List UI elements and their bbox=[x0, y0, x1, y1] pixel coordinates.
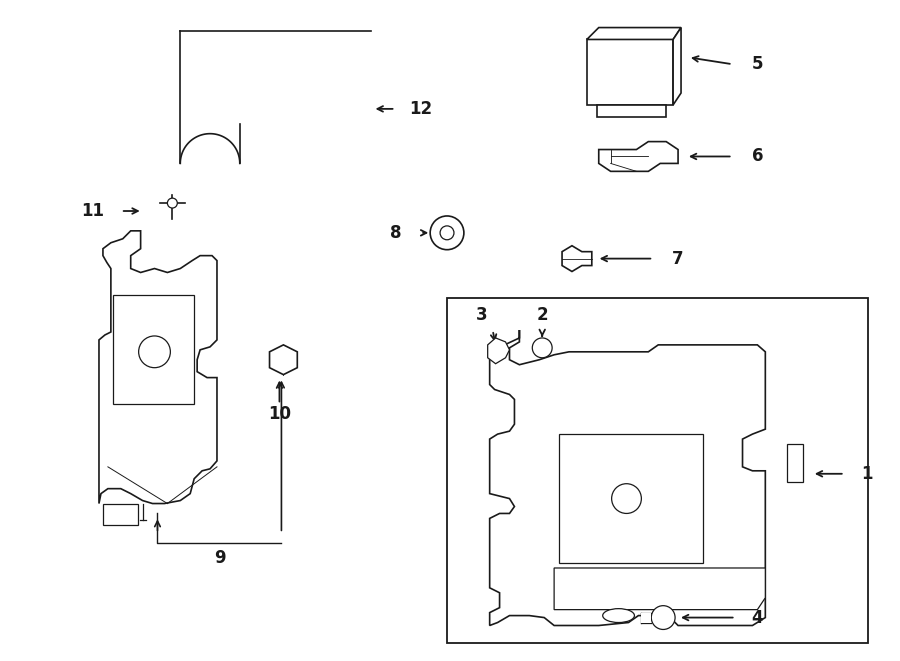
Text: 2: 2 bbox=[536, 306, 548, 324]
Text: 8: 8 bbox=[390, 224, 401, 242]
Circle shape bbox=[167, 198, 177, 208]
Text: 7: 7 bbox=[672, 250, 684, 268]
Polygon shape bbox=[99, 231, 217, 504]
Circle shape bbox=[440, 226, 454, 240]
Text: 9: 9 bbox=[214, 549, 226, 567]
Circle shape bbox=[612, 484, 642, 514]
Text: 4: 4 bbox=[752, 609, 763, 627]
Bar bbox=[112, 295, 194, 405]
Text: 5: 5 bbox=[752, 56, 763, 73]
Bar bbox=[597, 105, 666, 117]
Bar bbox=[559, 434, 703, 563]
Circle shape bbox=[532, 338, 552, 358]
Ellipse shape bbox=[603, 609, 634, 623]
Text: 1: 1 bbox=[860, 465, 872, 483]
Circle shape bbox=[430, 216, 464, 250]
Polygon shape bbox=[598, 141, 678, 171]
Text: 3: 3 bbox=[476, 306, 488, 324]
Polygon shape bbox=[562, 246, 592, 272]
Polygon shape bbox=[488, 338, 509, 364]
Polygon shape bbox=[554, 568, 765, 609]
Polygon shape bbox=[490, 330, 765, 625]
Polygon shape bbox=[673, 28, 681, 105]
Text: 11: 11 bbox=[82, 202, 104, 220]
Polygon shape bbox=[269, 345, 297, 375]
Bar bbox=[642, 613, 652, 623]
Circle shape bbox=[652, 605, 675, 629]
Bar bbox=[788, 444, 803, 482]
Text: 12: 12 bbox=[409, 100, 432, 118]
Polygon shape bbox=[587, 28, 681, 40]
Bar bbox=[447, 298, 868, 643]
Bar bbox=[103, 504, 138, 525]
Bar bbox=[587, 40, 673, 105]
Circle shape bbox=[139, 336, 170, 368]
Text: 10: 10 bbox=[268, 405, 291, 423]
Text: 6: 6 bbox=[752, 147, 763, 165]
